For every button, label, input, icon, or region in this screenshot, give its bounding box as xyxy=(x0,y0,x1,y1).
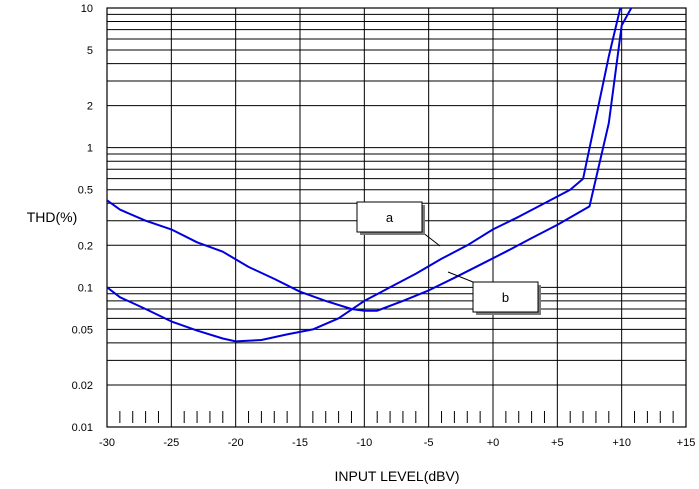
plot-area: ab xyxy=(106,7,687,428)
y-axis-tick-labels: 0.01 0.02 0.05 0.1 0.2 0.5 1 2 5 10 xyxy=(72,3,93,434)
x-axis-tick-labels: -30 -25 -20 -15 -10 -5 +0 +5 +10 +15 xyxy=(99,437,695,449)
callout-a-label: a xyxy=(386,210,394,225)
y-tick-label: 10 xyxy=(81,3,93,15)
y-tick-label: 2 xyxy=(87,101,93,113)
plot-frame xyxy=(106,7,687,428)
callout-b: b xyxy=(447,271,541,315)
callout-a-box xyxy=(356,201,423,233)
callout-b-label: b xyxy=(502,290,509,305)
x-tick-label: +5 xyxy=(551,437,564,449)
y-tick-label: 0.01 xyxy=(72,422,93,434)
callout-b-box xyxy=(472,281,539,313)
series-line-a xyxy=(107,8,633,312)
x-tick-label: -30 xyxy=(99,437,115,449)
x-tick-label: +15 xyxy=(677,437,696,449)
x-tick-label: +0 xyxy=(487,437,500,449)
x-tick-label: +10 xyxy=(612,437,631,449)
x-tick-label: -15 xyxy=(292,437,308,449)
x-axis-title: INPUT LEVEL(dBV) xyxy=(334,468,459,484)
y-tick-label: 0.05 xyxy=(72,324,93,336)
y-tick-label: 5 xyxy=(87,45,93,57)
x-tick-label: -20 xyxy=(228,437,244,449)
callout-a: a xyxy=(356,201,441,247)
series-line-b xyxy=(107,8,622,343)
y-tick-label: 0.02 xyxy=(72,380,93,392)
x-tick-label: -25 xyxy=(163,437,179,449)
y-axis-title: THD(%) xyxy=(27,209,78,225)
x-tick-label: -10 xyxy=(356,437,372,449)
y-tick-label: 0.5 xyxy=(78,185,93,197)
y-tick-label: 0.2 xyxy=(78,240,93,252)
y-tick-label: 0.1 xyxy=(78,282,93,294)
y-tick-label: 1 xyxy=(87,143,93,155)
x-tick-label: -5 xyxy=(424,437,434,449)
callout-b-leader xyxy=(447,271,474,283)
